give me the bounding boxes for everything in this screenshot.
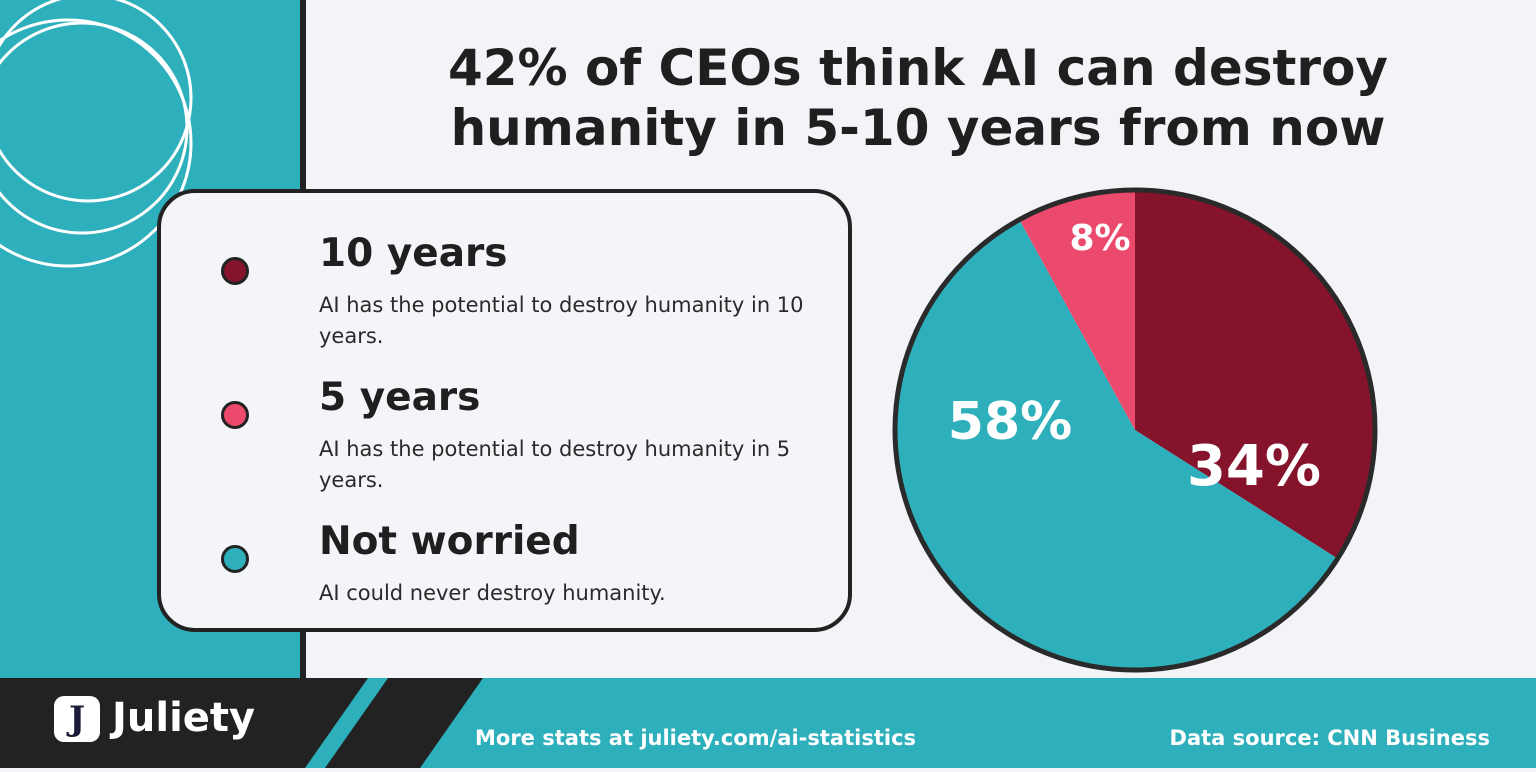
pie-outline [892, 187, 1378, 673]
pie-value-label: 34% [1187, 434, 1321, 499]
legend-card: 10 years AI has the potential to destroy… [157, 189, 852, 632]
page-title: 42% of CEOs think AI can destroy humanit… [330, 38, 1506, 158]
data-source: Data source: CNN Business [1169, 726, 1490, 750]
legend-dot-5-years [221, 401, 249, 429]
footer-slash-stripe [325, 678, 483, 768]
pie-slice-not-worried [895, 219, 1338, 670]
brand-name: Juliety [112, 695, 256, 741]
legend-description: AI could never destroy humanity. [319, 581, 666, 605]
stats-link[interactable]: More stats at juliety.com/ai-statistics [475, 726, 917, 750]
pie-value-label: 8% [1069, 218, 1130, 259]
legend-dot-10-years [221, 257, 249, 285]
pie-value-label: 58% [948, 392, 1072, 452]
legend-description: AI has the potential to destroy humanity… [319, 437, 791, 492]
title-line-1: 42% of CEOs think AI can destroy [447, 39, 1389, 97]
legend-heading: Not worried [319, 519, 580, 564]
juliety-logo-icon: J [54, 696, 100, 742]
logo-letter: J [68, 699, 86, 739]
legend-heading: 10 years [319, 231, 508, 276]
legend-dot-not-worried [221, 545, 249, 573]
pie-slice-10-years [1135, 190, 1376, 559]
title-line-2: humanity in 5-10 years from now [450, 99, 1386, 157]
footer-bar [0, 678, 1536, 768]
pie-slice-5-years [1019, 190, 1135, 430]
decorative-rings [0, 0, 193, 268]
legend-description: AI has the potential to destroy humanity… [319, 293, 804, 348]
legend-heading: 5 years [319, 375, 481, 420]
